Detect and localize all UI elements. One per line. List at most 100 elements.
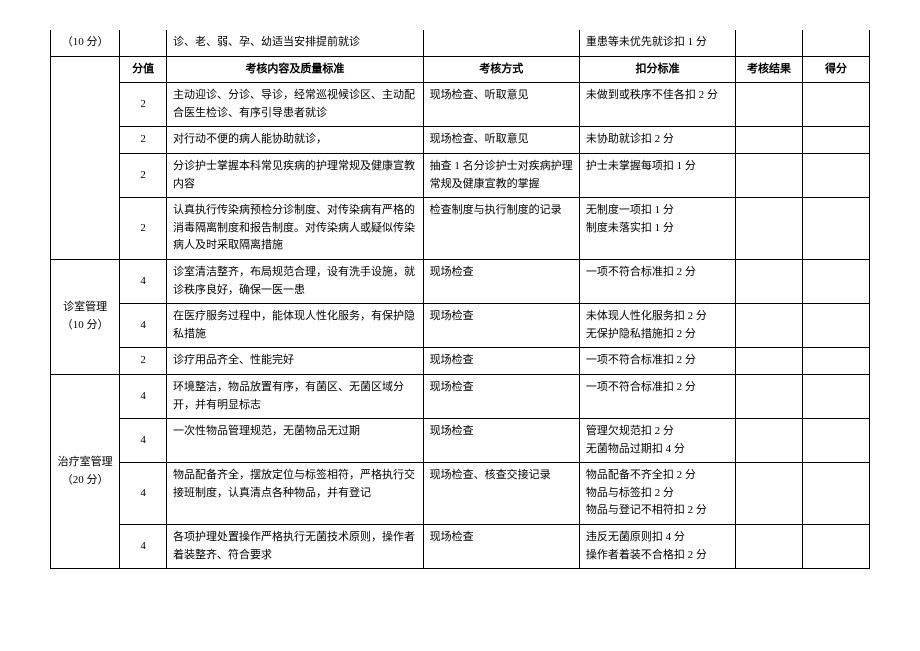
result-cell: [736, 259, 803, 303]
category-points: （10 分）: [62, 319, 109, 331]
category-points: （20 分）: [62, 474, 109, 486]
content-cell: 对行动不便的病人能协助就诊，: [167, 127, 424, 154]
final-cell: [803, 463, 870, 525]
method-cell: 现场检查、核查交接记录: [423, 463, 579, 525]
method-cell: 现场检查: [423, 348, 579, 375]
header-content: 考核内容及质量标准: [167, 56, 424, 83]
table-row: 4 物品配备齐全，摆放定位与标签相符，严格执行交接班制度，认真清点各种物品，并有…: [51, 463, 870, 525]
score-cell: 4: [120, 259, 167, 303]
deduction-cell: 一项不符合标准扣 2 分: [579, 348, 735, 375]
method-cell: 现场检查: [423, 525, 579, 569]
final-cell: [803, 127, 870, 154]
header-method: 考核方式: [423, 56, 579, 83]
table-row: 2 认真执行传染病预检分诊制度、对传染病有严格的消毒隔离制度和报告制度。对传染病…: [51, 198, 870, 260]
table-row: 4 在医疗服务过程中，能体现人性化服务，有保护隐私措施 现场检查 未体现人性化服…: [51, 304, 870, 348]
method-cell: 现场检查、听取意见: [423, 127, 579, 154]
header-score: 分值: [120, 56, 167, 83]
content-cell: 主动迎诊、分诊、导诊，经常巡视候诊区、主动配合医生检诊、有序引导患者就诊: [167, 83, 424, 127]
deduction-cell: 未做到或秩序不佳各扣 2 分: [579, 83, 735, 127]
deduction-cell: 管理欠规范扣 2 分无菌物品过期扣 4 分: [579, 419, 735, 463]
result-cell: [736, 525, 803, 569]
content-cell: 在医疗服务过程中，能体现人性化服务，有保护隐私措施: [167, 304, 424, 348]
table-row: （10 分） 诊、老、弱、孕、幼适当安排提前就诊 重患等未优先就诊扣 1 分: [51, 30, 870, 56]
method-cell: 现场检查: [423, 419, 579, 463]
table-row: 治疗室管理 （20 分） 4 环境整洁，物品放置有序，有菌区、无菌区域分开，并有…: [51, 374, 870, 418]
score-cell: 4: [120, 374, 167, 418]
content-cell: 环境整洁，物品放置有序，有菌区、无菌区域分开，并有明显标志: [167, 374, 424, 418]
method-cell: 现场检查、听取意见: [423, 83, 579, 127]
category-label: 诊室管理: [63, 301, 107, 313]
content-cell: 各项护理处置操作严格执行无菌技术原则，操作者着装整齐、符合要求: [167, 525, 424, 569]
deduction-cell: 物品配备不齐全扣 2 分物品与标签扣 2 分物品与登记不相符扣 2 分: [579, 463, 735, 525]
deduction-cell: 一项不符合标准扣 2 分: [579, 374, 735, 418]
final-cell: [803, 304, 870, 348]
result-cell: [736, 374, 803, 418]
table-row: 诊室管理 （10 分） 4 诊室清洁整齐，布局规范合理，设有洗手设施，就诊秩序良…: [51, 259, 870, 303]
result-cell: [736, 127, 803, 154]
result-cell: [736, 30, 803, 56]
content-cell: 认真执行传染病预检分诊制度、对传染病有严格的消毒隔离制度和报告制度。对传染病人或…: [167, 198, 424, 260]
score-cell: 4: [120, 463, 167, 525]
deduction-cell: 重患等未优先就诊扣 1 分: [579, 30, 735, 56]
category-label: 治疗室管理: [58, 456, 113, 468]
content-cell: 一次性物品管理规范，无菌物品无过期: [167, 419, 424, 463]
deduction-cell: 无制度一项扣 1 分制度未落实扣 1 分: [579, 198, 735, 260]
score-cell: 2: [120, 348, 167, 375]
result-cell: [736, 153, 803, 197]
result-cell: [736, 348, 803, 375]
result-cell: [736, 304, 803, 348]
table-row: 4 各项护理处置操作严格执行无菌技术原则，操作者着装整齐、符合要求 现场检查 违…: [51, 525, 870, 569]
content-cell: 分诊护士掌握本科常见疾病的护理常规及健康宣教内容: [167, 153, 424, 197]
table-row: 2 诊疗用品齐全、性能完好 现场检查 一项不符合标准扣 2 分: [51, 348, 870, 375]
result-cell: [736, 419, 803, 463]
category-cell: 诊室管理 （10 分）: [51, 259, 120, 374]
method-cell: 检查制度与执行制度的记录: [423, 198, 579, 260]
final-cell: [803, 348, 870, 375]
result-cell: [736, 83, 803, 127]
content-cell: 诊、老、弱、孕、幼适当安排提前就诊: [167, 30, 424, 56]
final-cell: [803, 30, 870, 56]
final-cell: [803, 198, 870, 260]
content-cell: 诊室清洁整齐，布局规范合理，设有洗手设施，就诊秩序良好，确保一医一患: [167, 259, 424, 303]
score-cell: [120, 30, 167, 56]
score-cell: 4: [120, 419, 167, 463]
deduction-cell: 未协助就诊扣 2 分: [579, 127, 735, 154]
score-cell: 2: [120, 83, 167, 127]
method-cell: 现场检查: [423, 304, 579, 348]
deduction-cell: 违反无菌原则扣 4 分操作者着装不合格扣 2 分: [579, 525, 735, 569]
result-cell: [736, 463, 803, 525]
table-row: 2 主动迎诊、分诊、导诊，经常巡视候诊区、主动配合医生检诊、有序引导患者就诊 现…: [51, 83, 870, 127]
score-cell: 4: [120, 525, 167, 569]
final-cell: [803, 259, 870, 303]
deduction-cell: 未体现人性化服务扣 2 分无保护隐私措施扣 2 分: [579, 304, 735, 348]
header-deduction: 扣分标准: [579, 56, 735, 83]
content-cell: 物品配备齐全，摆放定位与标签相符，严格执行交接班制度，认真清点各种物品，并有登记: [167, 463, 424, 525]
method-cell: 抽查 1 名分诊护士对疾病护理常规及健康宣教的掌握: [423, 153, 579, 197]
method-cell: 现场检查: [423, 374, 579, 418]
table-row: 2 分诊护士掌握本科常见疾病的护理常规及健康宣教内容 抽查 1 名分诊护士对疾病…: [51, 153, 870, 197]
final-cell: [803, 419, 870, 463]
category-cell: 治疗室管理 （20 分）: [51, 374, 120, 568]
final-cell: [803, 525, 870, 569]
deduction-cell: 护士未掌握每项扣 1 分: [579, 153, 735, 197]
score-cell: 2: [120, 198, 167, 260]
content-cell: 诊疗用品齐全、性能完好: [167, 348, 424, 375]
table-row: 2 对行动不便的病人能协助就诊， 现场检查、听取意见 未协助就诊扣 2 分: [51, 127, 870, 154]
score-cell: 2: [120, 127, 167, 154]
table-header-row: 分值 考核内容及质量标准 考核方式 扣分标准 考核结果 得分: [51, 56, 870, 83]
header-result: 考核结果: [736, 56, 803, 83]
header-final: 得分: [803, 56, 870, 83]
score-cell: 2: [120, 153, 167, 197]
deduction-cell: 一项不符合标准扣 2 分: [579, 259, 735, 303]
table-row: 4 一次性物品管理规范，无菌物品无过期 现场检查 管理欠规范扣 2 分无菌物品过…: [51, 419, 870, 463]
result-cell: [736, 198, 803, 260]
method-cell: 现场检查: [423, 259, 579, 303]
assessment-table: （10 分） 诊、老、弱、孕、幼适当安排提前就诊 重患等未优先就诊扣 1 分 分…: [50, 30, 870, 569]
final-cell: [803, 153, 870, 197]
method-cell: [423, 30, 579, 56]
final-cell: [803, 374, 870, 418]
category-cell-empty: [51, 56, 120, 259]
category-cell: （10 分）: [51, 30, 120, 56]
score-cell: 4: [120, 304, 167, 348]
final-cell: [803, 83, 870, 127]
